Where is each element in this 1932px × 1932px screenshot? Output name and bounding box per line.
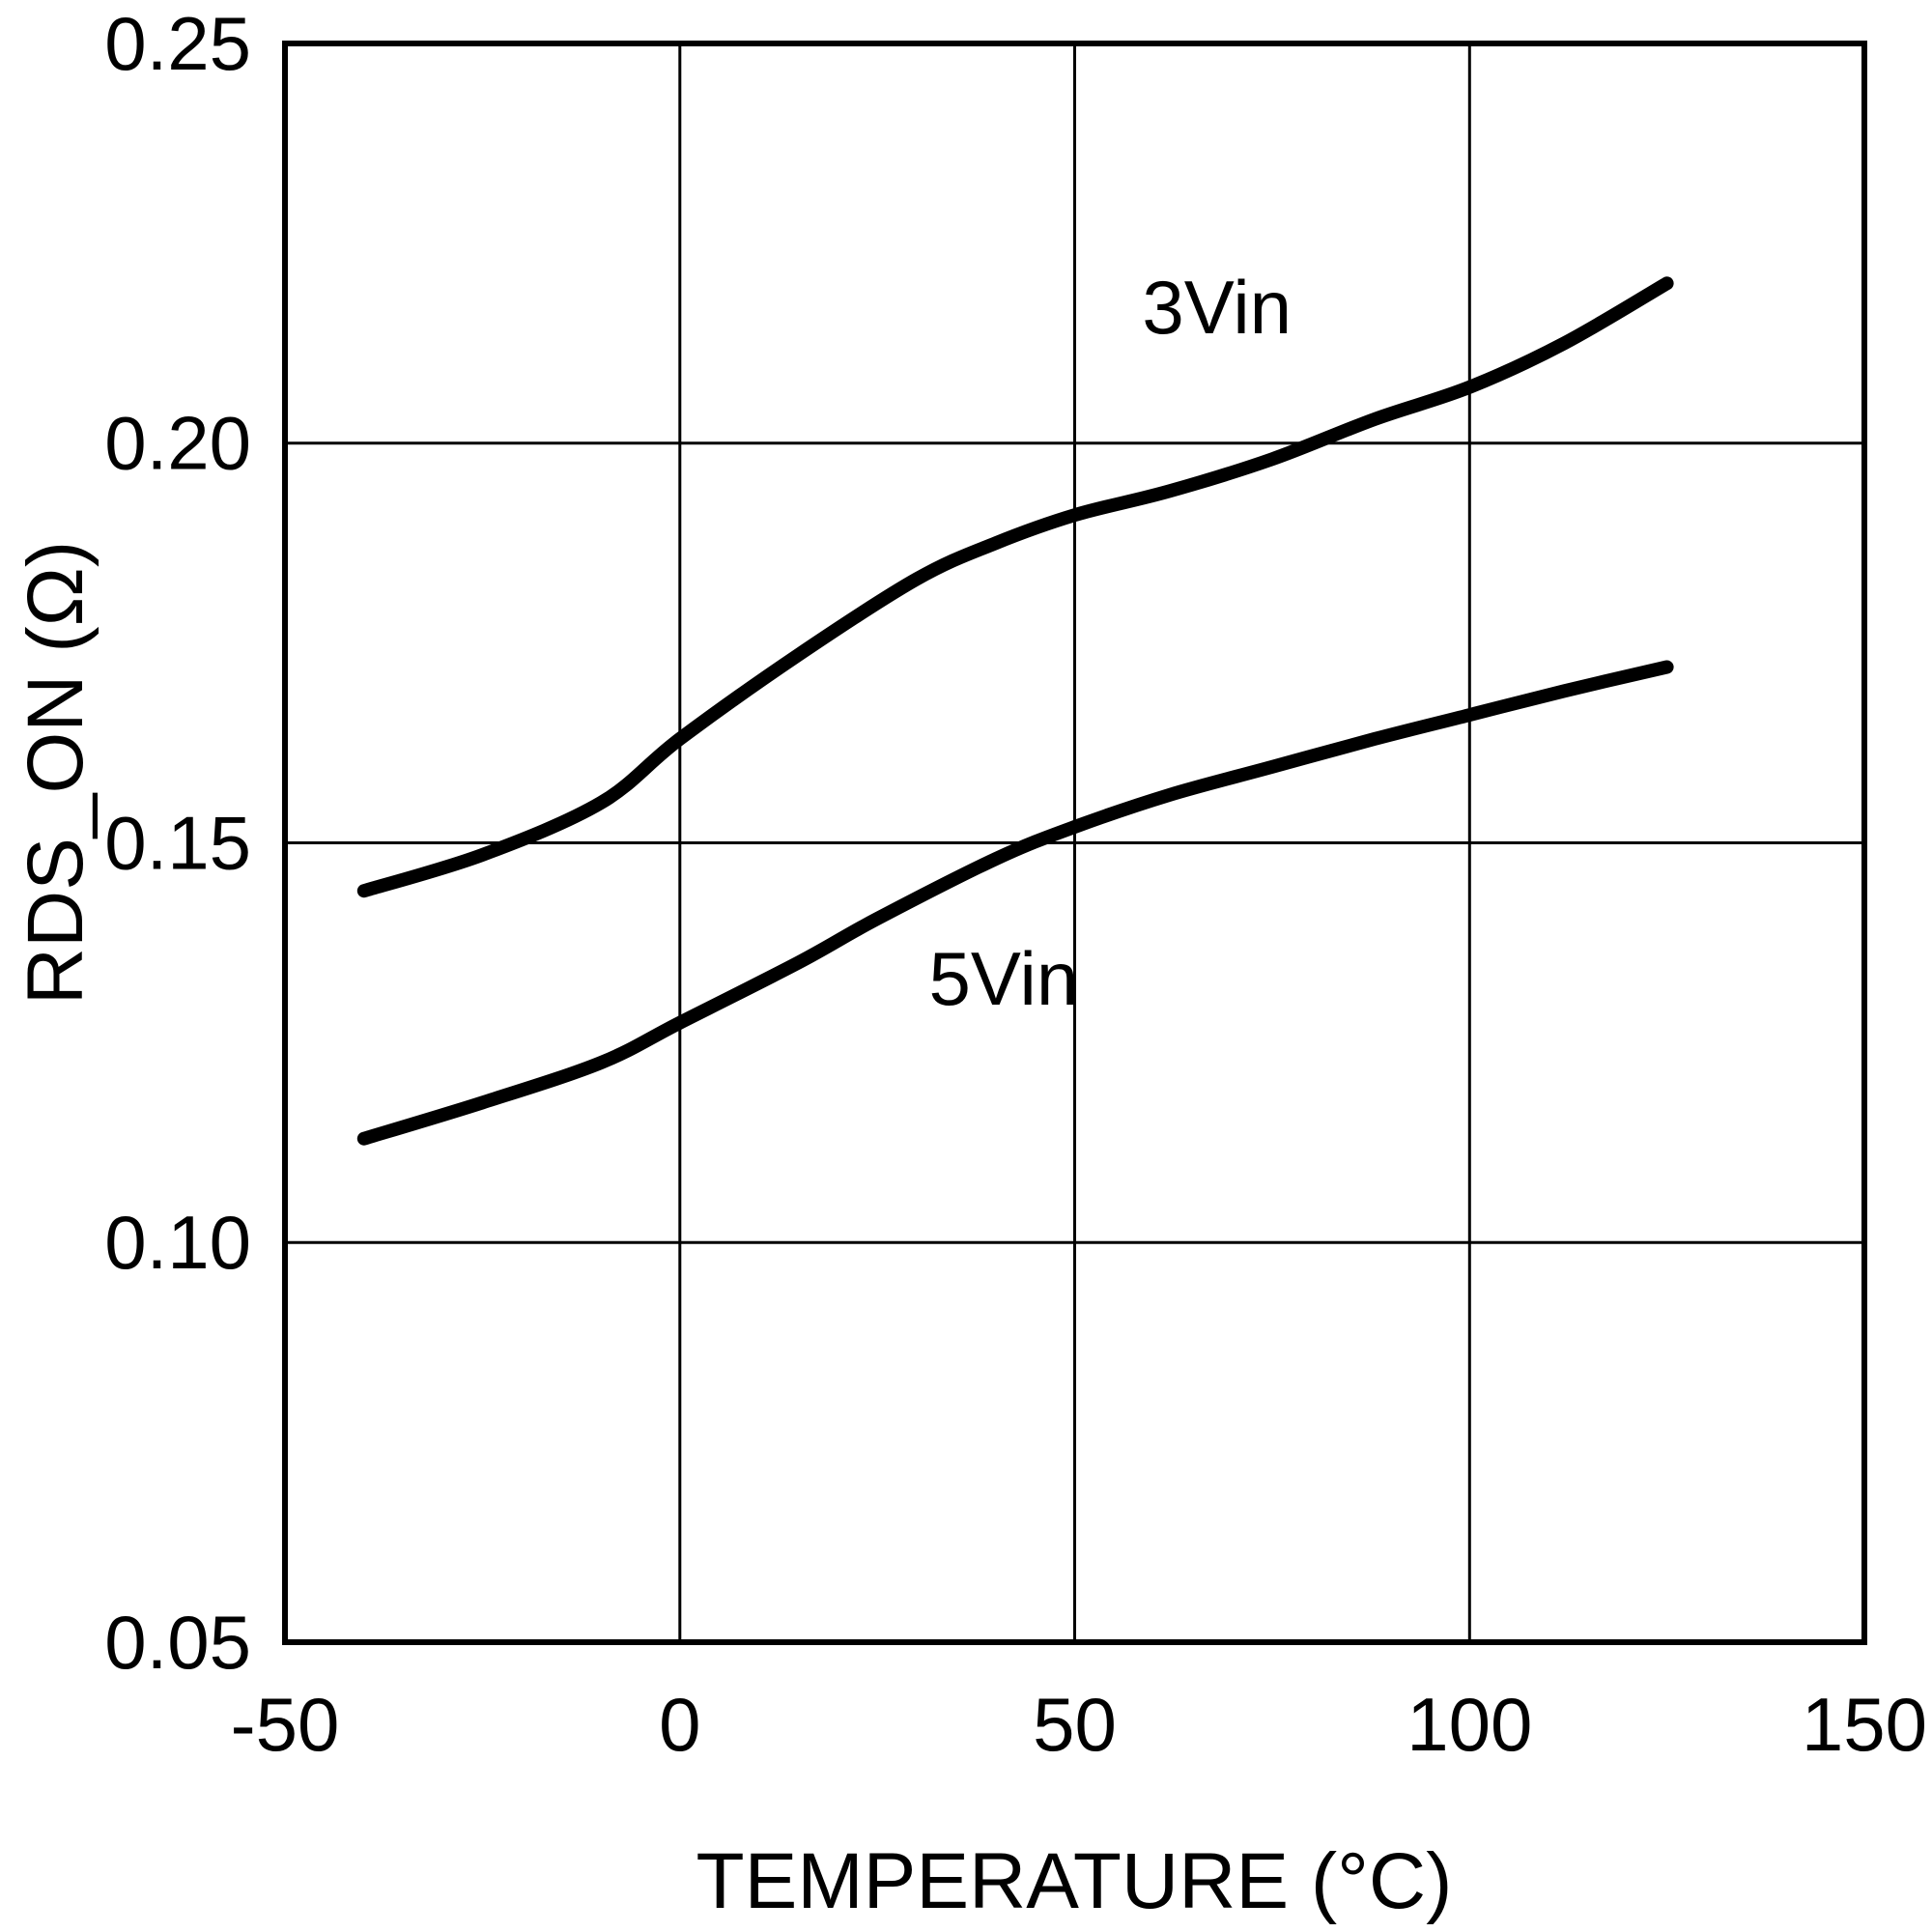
series-curve-3vin — [356, 276, 1674, 898]
series-label-5vin: 5Vin — [929, 936, 1079, 1021]
plot-border — [282, 41, 1867, 1645]
y-tick-label: 0.20 — [104, 401, 251, 486]
series-label-3vin: 3Vin — [1142, 265, 1292, 350]
annotations-layer: 3Vin 5Vin — [929, 265, 1293, 1021]
grid-layer — [285, 43, 1864, 1642]
x-tick-label: 150 — [1802, 1682, 1927, 1767]
x-tick-label: -50 — [231, 1682, 340, 1767]
ticks-layer: -50 0 50 100 150 0.05 0.10 0.15 0.20 0.25 — [104, 1, 1927, 1767]
x-tick-label: 50 — [1033, 1682, 1117, 1767]
y-tick-label: 0.25 — [104, 1, 251, 86]
y-tick-label: 0.10 — [104, 1200, 251, 1285]
x-tick-label: 0 — [659, 1682, 700, 1767]
curves-layer — [356, 276, 1674, 1146]
series-curve-5vin — [356, 660, 1674, 1146]
y-tick-label: 0.05 — [104, 1600, 251, 1685]
x-tick-label: 100 — [1406, 1682, 1532, 1767]
y-axis-title: RDS_ON (Ω) — [12, 541, 99, 1005]
x-axis-title: TEMPERATURE (°C) — [696, 1837, 1453, 1925]
y-tick-label: 0.15 — [104, 801, 251, 886]
